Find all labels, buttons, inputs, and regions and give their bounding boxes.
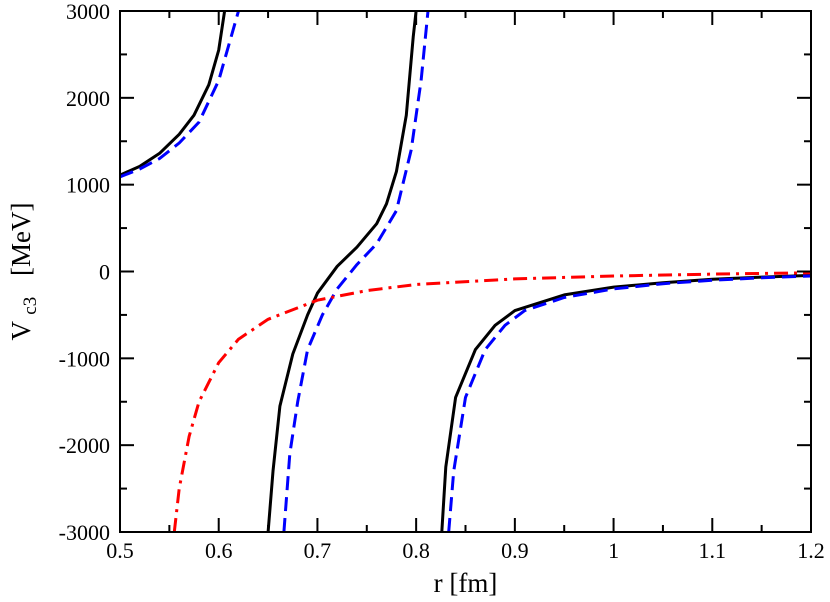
y-tick-label: 3000 bbox=[66, 0, 110, 24]
y-tick-label: 0 bbox=[99, 260, 110, 285]
x-tick-label: 0.5 bbox=[106, 538, 134, 563]
axis-tick-labels: 0.5 0.6 0.7 0.8 0.9 1 1.1 1.2 -3000 -2000 -1000 0 10… bbox=[59, 0, 825, 563]
plot-frame bbox=[119, 10, 812, 533]
series-solid-branch-1 bbox=[120, 11, 227, 177]
y-tick-label: 2000 bbox=[66, 86, 110, 111]
axis-ticks bbox=[119, 10, 812, 533]
x-tick-label: 1.2 bbox=[797, 538, 825, 563]
series-dashed-branch-3 bbox=[447, 274, 811, 532]
y-tick-label: -2000 bbox=[59, 433, 110, 458]
series-solid-branch-3 bbox=[440, 273, 811, 532]
x-tick-label: 0.8 bbox=[402, 538, 430, 563]
x-axis-label: r [fm] bbox=[434, 568, 498, 598]
y-axis-label-main: V bbox=[6, 320, 36, 340]
y-axis-label: V c3 [MeV] bbox=[6, 203, 41, 341]
x-tick-label: 0.9 bbox=[501, 538, 529, 563]
series-solid-branch-2 bbox=[266, 11, 418, 532]
y-tick-label: 1000 bbox=[66, 173, 110, 198]
x-tick-label: 0.7 bbox=[304, 538, 332, 563]
series-dashdot-branch-1 bbox=[172, 271, 811, 532]
y-tick-label: -3000 bbox=[59, 520, 110, 545]
series-dashed-branch-2 bbox=[282, 11, 430, 532]
y-axis-label-subscript: c3 bbox=[20, 297, 41, 315]
x-tick-label: 1 bbox=[608, 538, 619, 563]
series-dashed-branch-1 bbox=[120, 11, 240, 179]
x-tick-label: 1.1 bbox=[699, 538, 727, 563]
svg-text:V c3 [MeV]: V c3 [MeV] bbox=[6, 203, 41, 341]
plot-lines bbox=[120, 11, 811, 532]
y-tick-label: -1000 bbox=[59, 346, 110, 371]
x-tick-label: 0.6 bbox=[205, 538, 233, 563]
y-axis-label-unit: [MeV] bbox=[6, 203, 36, 276]
